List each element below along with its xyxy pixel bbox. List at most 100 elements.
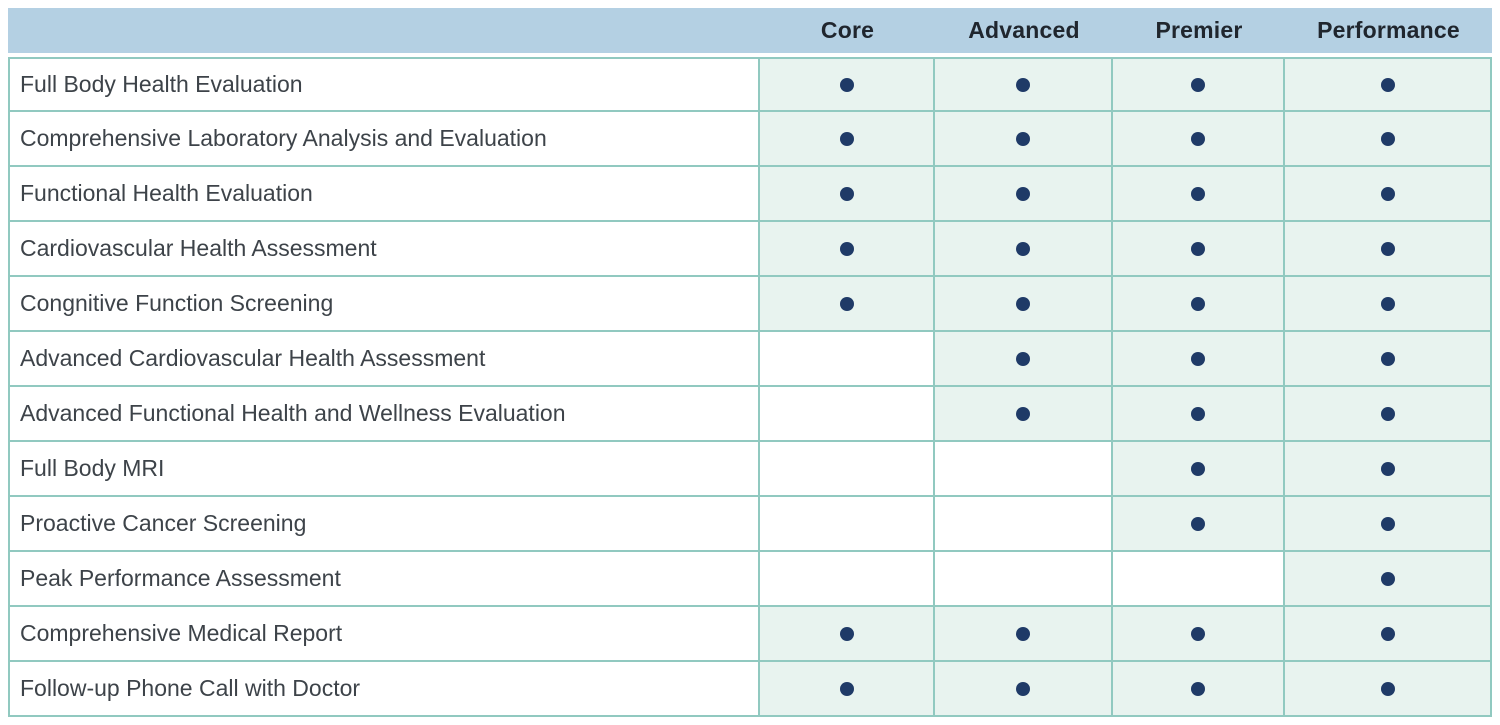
included-dot-icon <box>1191 186 1205 201</box>
feature-label: Congnitive Function Screening <box>8 277 760 332</box>
table-row: Full Body MRI <box>8 442 1492 497</box>
included-dot-icon <box>1380 516 1395 531</box>
inclusion-cell-empty <box>760 497 935 552</box>
feature-label: Full Body Health Evaluation <box>8 57 760 112</box>
feature-label: Cardiovascular Health Assessment <box>8 222 760 277</box>
included-dot-icon <box>1380 296 1395 311</box>
table-row: Functional Health Evaluation <box>8 167 1492 222</box>
included-dot-icon <box>1380 681 1395 696</box>
feature-label: Advanced Cardiovascular Health Assessmen… <box>8 332 760 387</box>
included-dot-icon <box>1191 77 1205 92</box>
included-dot-icon <box>1016 296 1030 311</box>
inclusion-cell-included <box>935 222 1113 277</box>
plan-header-advanced: Advanced <box>968 17 1080 43</box>
inclusion-cell-included <box>1285 332 1492 387</box>
inclusion-cell-included <box>1285 497 1492 552</box>
included-dot-icon <box>839 681 854 696</box>
plan-header-premier: Premier <box>1155 17 1243 43</box>
inclusion-cell-included <box>1113 442 1285 497</box>
included-dot-icon <box>839 131 854 146</box>
inclusion-cell-included <box>1285 607 1492 662</box>
inclusion-cell-included <box>1285 662 1492 717</box>
included-dot-icon <box>1380 571 1395 586</box>
inclusion-cell-included <box>1285 57 1492 112</box>
included-dot-icon <box>839 296 854 311</box>
included-dot-icon <box>1380 461 1395 476</box>
inclusion-cell-included <box>760 222 935 277</box>
inclusion-cell-included <box>1113 332 1285 387</box>
included-dot-icon <box>1191 626 1205 641</box>
inclusion-cell-included <box>1113 57 1285 112</box>
inclusion-cell-included <box>760 662 935 717</box>
included-dot-icon <box>1191 681 1205 696</box>
included-dot-icon <box>1016 406 1030 421</box>
included-dot-icon <box>1380 186 1395 201</box>
inclusion-cell-included <box>1113 167 1285 222</box>
inclusion-cell-included <box>1285 277 1492 332</box>
inclusion-cell-empty <box>1113 552 1285 607</box>
inclusion-cell-included <box>760 57 935 112</box>
plan-comparison-table: Core Advanced Premier Performance Full B… <box>8 8 1492 717</box>
included-dot-icon <box>1016 351 1030 366</box>
inclusion-cell-included <box>1113 112 1285 167</box>
included-dot-icon <box>839 241 854 256</box>
inclusion-cell-included <box>935 57 1113 112</box>
feature-label: Comprehensive Medical Report <box>8 607 760 662</box>
included-dot-icon <box>1191 241 1205 256</box>
inclusion-cell-included <box>935 387 1113 442</box>
inclusion-cell-included <box>935 607 1113 662</box>
feature-label: Comprehensive Laboratory Analysis and Ev… <box>8 112 760 167</box>
inclusion-cell-included <box>1285 387 1492 442</box>
included-dot-icon <box>1380 241 1395 256</box>
feature-label: Proactive Cancer Screening <box>8 497 760 552</box>
included-dot-icon <box>1380 351 1395 366</box>
inclusion-cell-included <box>1113 497 1285 552</box>
included-dot-icon <box>1191 406 1205 421</box>
included-dot-icon <box>1191 296 1205 311</box>
table-row: Advanced Functional Health and Wellness … <box>8 387 1492 442</box>
inclusion-cell-included <box>760 112 935 167</box>
inclusion-cell-included <box>1285 112 1492 167</box>
table-row: Advanced Cardiovascular Health Assessmen… <box>8 332 1492 387</box>
feature-label: Advanced Functional Health and Wellness … <box>8 387 760 442</box>
included-dot-icon <box>1016 681 1030 696</box>
included-dot-icon <box>1191 461 1205 476</box>
inclusion-cell-empty <box>760 442 935 497</box>
table-row: Peak Performance Assessment <box>8 552 1492 607</box>
included-dot-icon <box>1016 186 1030 201</box>
inclusion-cell-included <box>1113 607 1285 662</box>
inclusion-cell-included <box>1113 662 1285 717</box>
included-dot-icon <box>1191 351 1205 366</box>
inclusion-cell-included <box>1113 387 1285 442</box>
inclusion-cell-included <box>1113 222 1285 277</box>
plan-header-performance: Performance <box>1317 17 1460 43</box>
feature-column-header <box>8 8 760 53</box>
included-dot-icon <box>1016 131 1030 146</box>
feature-label: Follow-up Phone Call with Doctor <box>8 662 760 717</box>
inclusion-cell-included <box>1285 552 1492 607</box>
inclusion-cell-included <box>1285 222 1492 277</box>
inclusion-cell-included <box>935 332 1113 387</box>
inclusion-cell-included <box>935 662 1113 717</box>
inclusion-cell-empty <box>760 552 935 607</box>
inclusion-cell-included <box>760 277 935 332</box>
table-body: Full Body Health Evaluation Comprehensive… <box>8 57 1492 717</box>
inclusion-cell-included <box>935 112 1113 167</box>
feature-label: Full Body MRI <box>8 442 760 497</box>
included-dot-icon <box>839 626 854 641</box>
inclusion-cell-empty <box>760 332 935 387</box>
table-row: Follow-up Phone Call with Doctor <box>8 662 1492 717</box>
included-dot-icon <box>1380 406 1395 421</box>
feature-label: Functional Health Evaluation <box>8 167 760 222</box>
inclusion-cell-included <box>760 607 935 662</box>
inclusion-cell-empty <box>935 442 1113 497</box>
table-row: Congnitive Function Screening <box>8 277 1492 332</box>
included-dot-icon <box>1380 626 1395 641</box>
table-row: Full Body Health Evaluation <box>8 57 1492 112</box>
table-row: Comprehensive Laboratory Analysis and Ev… <box>8 112 1492 167</box>
feature-label: Peak Performance Assessment <box>8 552 760 607</box>
inclusion-cell-empty <box>935 552 1113 607</box>
included-dot-icon <box>1016 77 1030 92</box>
inclusion-cell-empty <box>935 497 1113 552</box>
inclusion-cell-included <box>760 167 935 222</box>
